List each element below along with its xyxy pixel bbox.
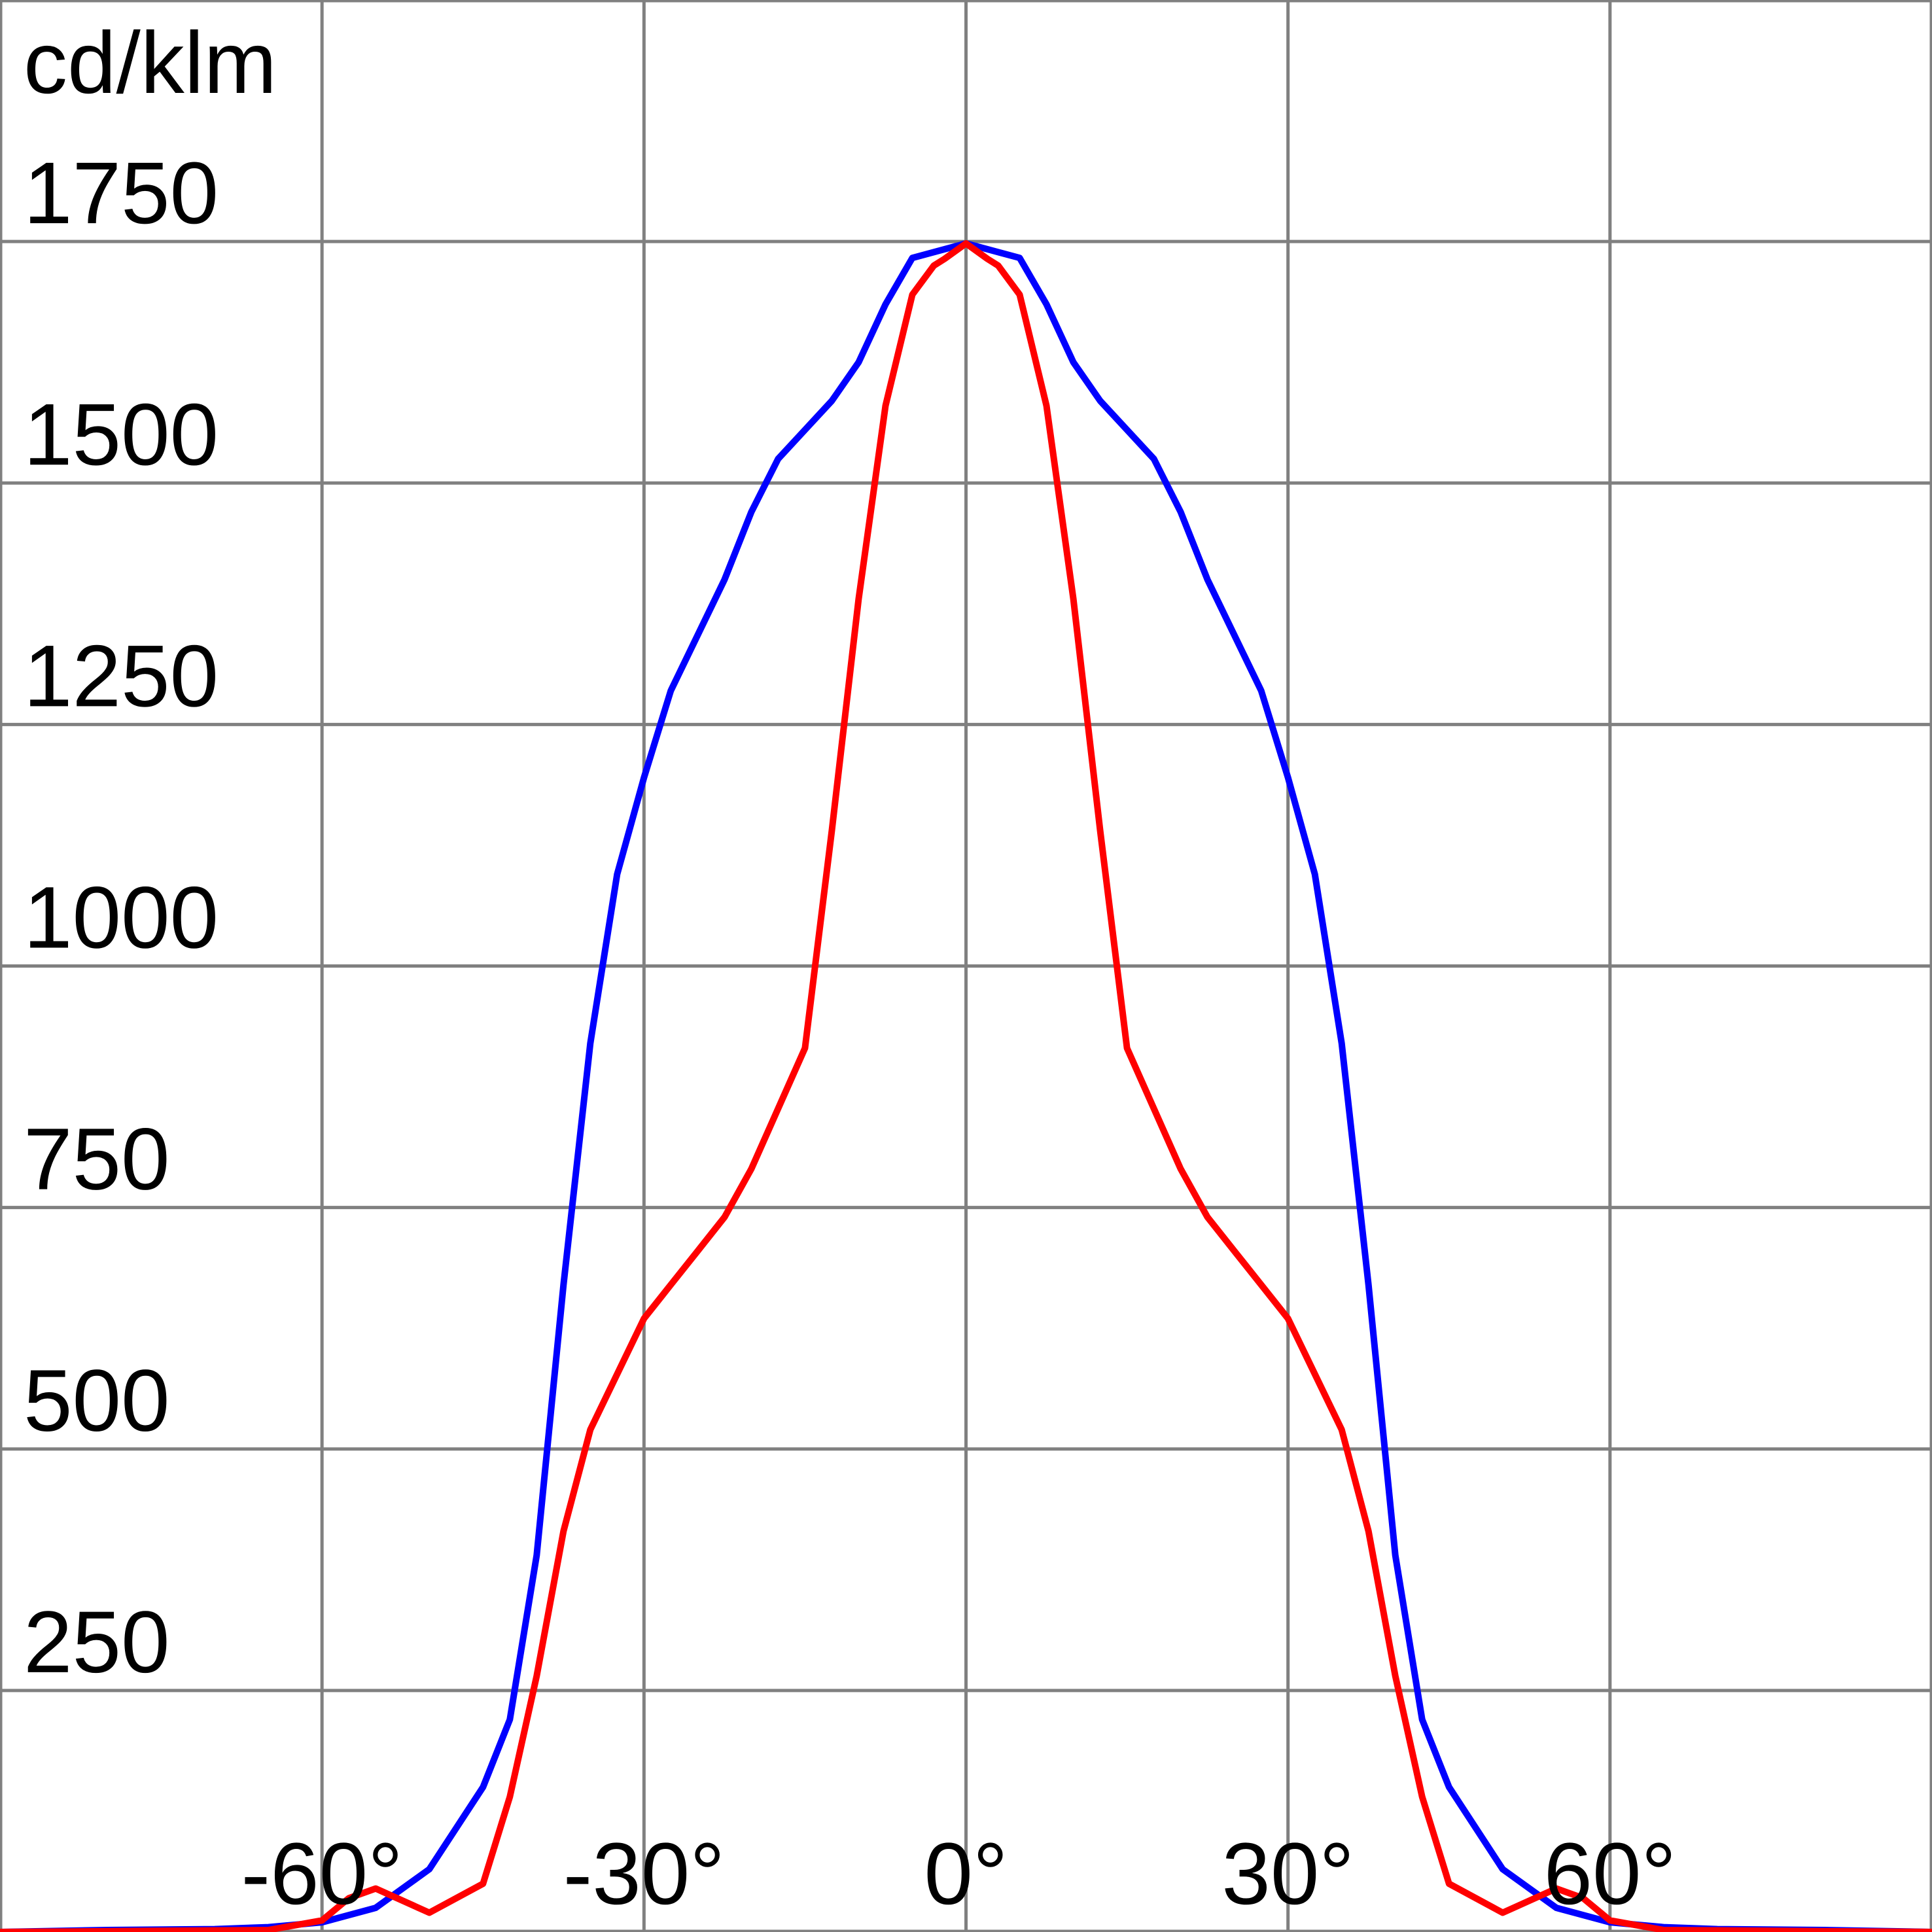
- x-axis-tick-labels: -60° -30° 0° 30° 60°: [241, 1825, 1677, 1923]
- y-axis-unit-label: cd/klm: [24, 14, 277, 112]
- y-axis-tick-labels: 1750 1500 1250 1000 750 500 250: [24, 145, 219, 1691]
- y-tick-label: 1250: [24, 627, 219, 725]
- y-tick-label: 500: [24, 1352, 170, 1450]
- x-tick-label: 0°: [924, 1825, 1008, 1923]
- x-tick-label: -30°: [563, 1825, 725, 1923]
- x-tick-label: -60°: [241, 1825, 403, 1923]
- y-tick-label: 1750: [24, 145, 219, 242]
- y-tick-label: 250: [24, 1594, 170, 1691]
- y-tick-label: 1500: [24, 386, 219, 483]
- y-tick-label: 1000: [24, 869, 219, 967]
- series-lines: [0, 240, 1932, 1932]
- series-line-2: [0, 240, 1932, 1932]
- x-tick-label: 60°: [1544, 1825, 1677, 1923]
- x-tick-label: 30°: [1221, 1825, 1354, 1923]
- y-tick-label: 750: [24, 1111, 170, 1208]
